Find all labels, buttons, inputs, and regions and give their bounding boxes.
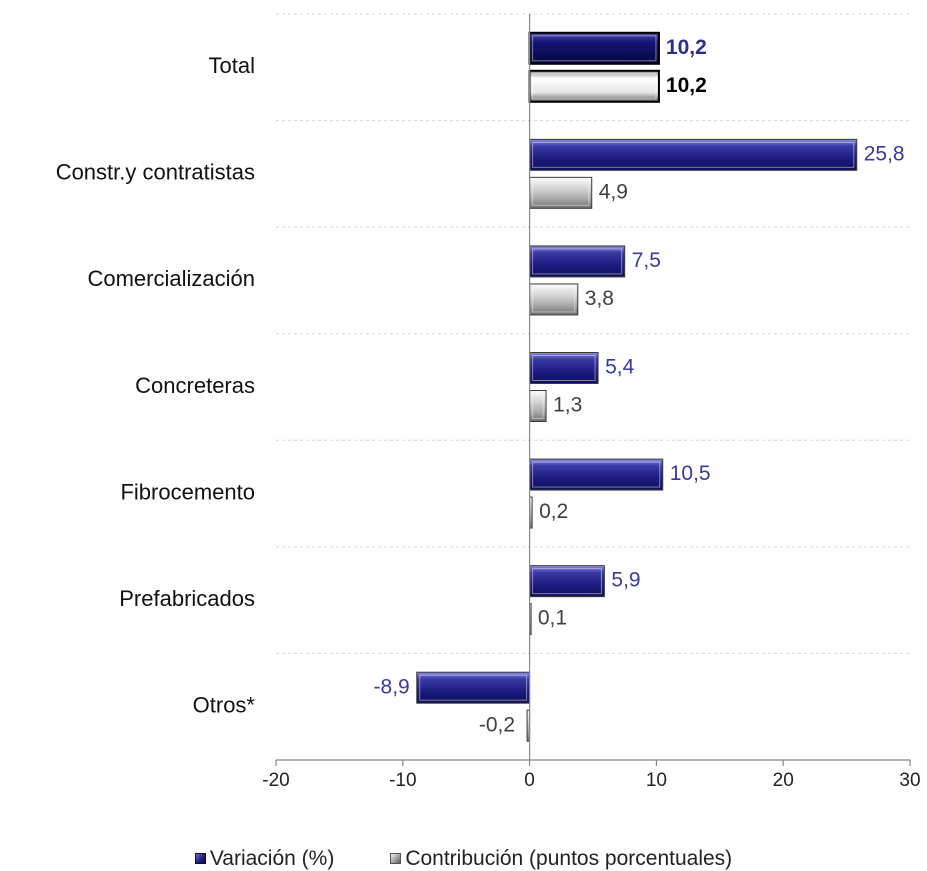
legend-item-variacion: Variación (%) bbox=[194, 846, 335, 871]
category-labels: Total Constr.y contratistas Comercializaci… bbox=[56, 53, 256, 717]
variation-bar bbox=[529, 565, 605, 598]
legend-label-variacion: Variación (%) bbox=[209, 846, 335, 870]
variation-bar bbox=[528, 31, 660, 65]
variation-data-label: 7,5 bbox=[632, 249, 661, 272]
navy-square-icon bbox=[194, 853, 206, 864]
variation-data-label: -8,9 bbox=[374, 675, 410, 698]
variation-bar bbox=[529, 138, 858, 171]
category-label: Otros* bbox=[193, 693, 256, 718]
contribution-data-label: 10,2 bbox=[666, 74, 707, 97]
bars bbox=[416, 31, 858, 742]
category-label: Prefabricados bbox=[119, 586, 255, 611]
x-tick-label: -10 bbox=[389, 770, 416, 791]
chart-plot: 10,2 10,2 25,8 4,9 7,5 3,8 5,4 1,3 10,5 0,2 5,9 0,1… bbox=[56, 13, 921, 791]
contribution-data-label: 3,8 bbox=[585, 287, 614, 310]
contribution-data-label: -0,2 bbox=[479, 713, 515, 736]
x-tick-label: 20 bbox=[773, 770, 794, 791]
gray-square-icon bbox=[390, 853, 402, 864]
x-axis: -20 -10 0 10 20 30 bbox=[262, 14, 921, 791]
contribution-data-label: 0,1 bbox=[538, 607, 567, 630]
contribution-bar bbox=[529, 176, 593, 209]
variation-data-label: 25,8 bbox=[864, 142, 905, 165]
category-label: Constr.y contratistas bbox=[56, 160, 255, 185]
legend-item-contribucion: Contribución (puntos porcentuales) bbox=[390, 847, 732, 871]
contribution-data-label: 1,3 bbox=[553, 394, 582, 417]
grid-lines bbox=[276, 13, 910, 654]
x-tick-label: 10 bbox=[646, 770, 667, 791]
contribution-bar bbox=[528, 69, 660, 103]
variation-bar bbox=[529, 245, 626, 278]
category-label: Concreteras bbox=[135, 373, 255, 398]
category-label: Total bbox=[209, 53, 255, 78]
x-tick-label: -20 bbox=[262, 770, 289, 791]
contribution-bar bbox=[529, 390, 547, 422]
variation-data-label: 10,2 bbox=[666, 36, 707, 59]
data-labels: 10,2 10,2 25,8 4,9 7,5 3,8 5,4 1,3 10,5 0,2 5,9 0,1… bbox=[374, 36, 905, 736]
variation-data-label: 10,5 bbox=[670, 462, 711, 485]
variation-bar bbox=[529, 458, 664, 491]
contribution-bar bbox=[529, 283, 579, 316]
legend-label-contribucion: Contribución (puntos porcentuales) bbox=[405, 846, 733, 870]
contribution-data-label: 0,2 bbox=[539, 500, 568, 523]
category-label: Comercialización bbox=[87, 266, 255, 291]
legend: Variación (%) Contribución (puntos porce… bbox=[0, 846, 927, 871]
variation-data-label: 5,4 bbox=[605, 356, 635, 379]
contribution-data-label: 4,9 bbox=[599, 180, 628, 203]
x-tick-label: 30 bbox=[899, 770, 920, 791]
variation-bar bbox=[416, 671, 531, 704]
variation-bar bbox=[529, 352, 599, 384]
category-label: Fibrocemento bbox=[120, 479, 255, 504]
variation-data-label: 5,9 bbox=[611, 569, 640, 592]
x-tick-label: 0 bbox=[524, 770, 535, 791]
